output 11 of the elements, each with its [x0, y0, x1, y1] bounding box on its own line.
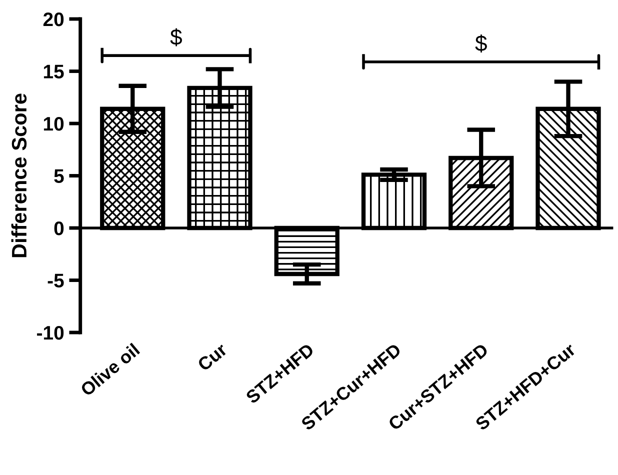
x-tick-label: Cur: [196, 342, 228, 372]
y-tick-label: 5: [54, 169, 64, 183]
y-tick-label: 10: [44, 116, 64, 131]
y-tick-label: 0: [54, 221, 64, 236]
y-axis-title: Difference Score: [11, 94, 27, 258]
y-tick-label: 15: [44, 64, 64, 78]
annotation: $: [170, 28, 182, 46]
annotation: $: [475, 34, 487, 53]
y-tick-label: -10: [37, 326, 64, 340]
y-tick-label: -5: [48, 274, 64, 288]
y-tick-label: 20: [43, 12, 64, 26]
